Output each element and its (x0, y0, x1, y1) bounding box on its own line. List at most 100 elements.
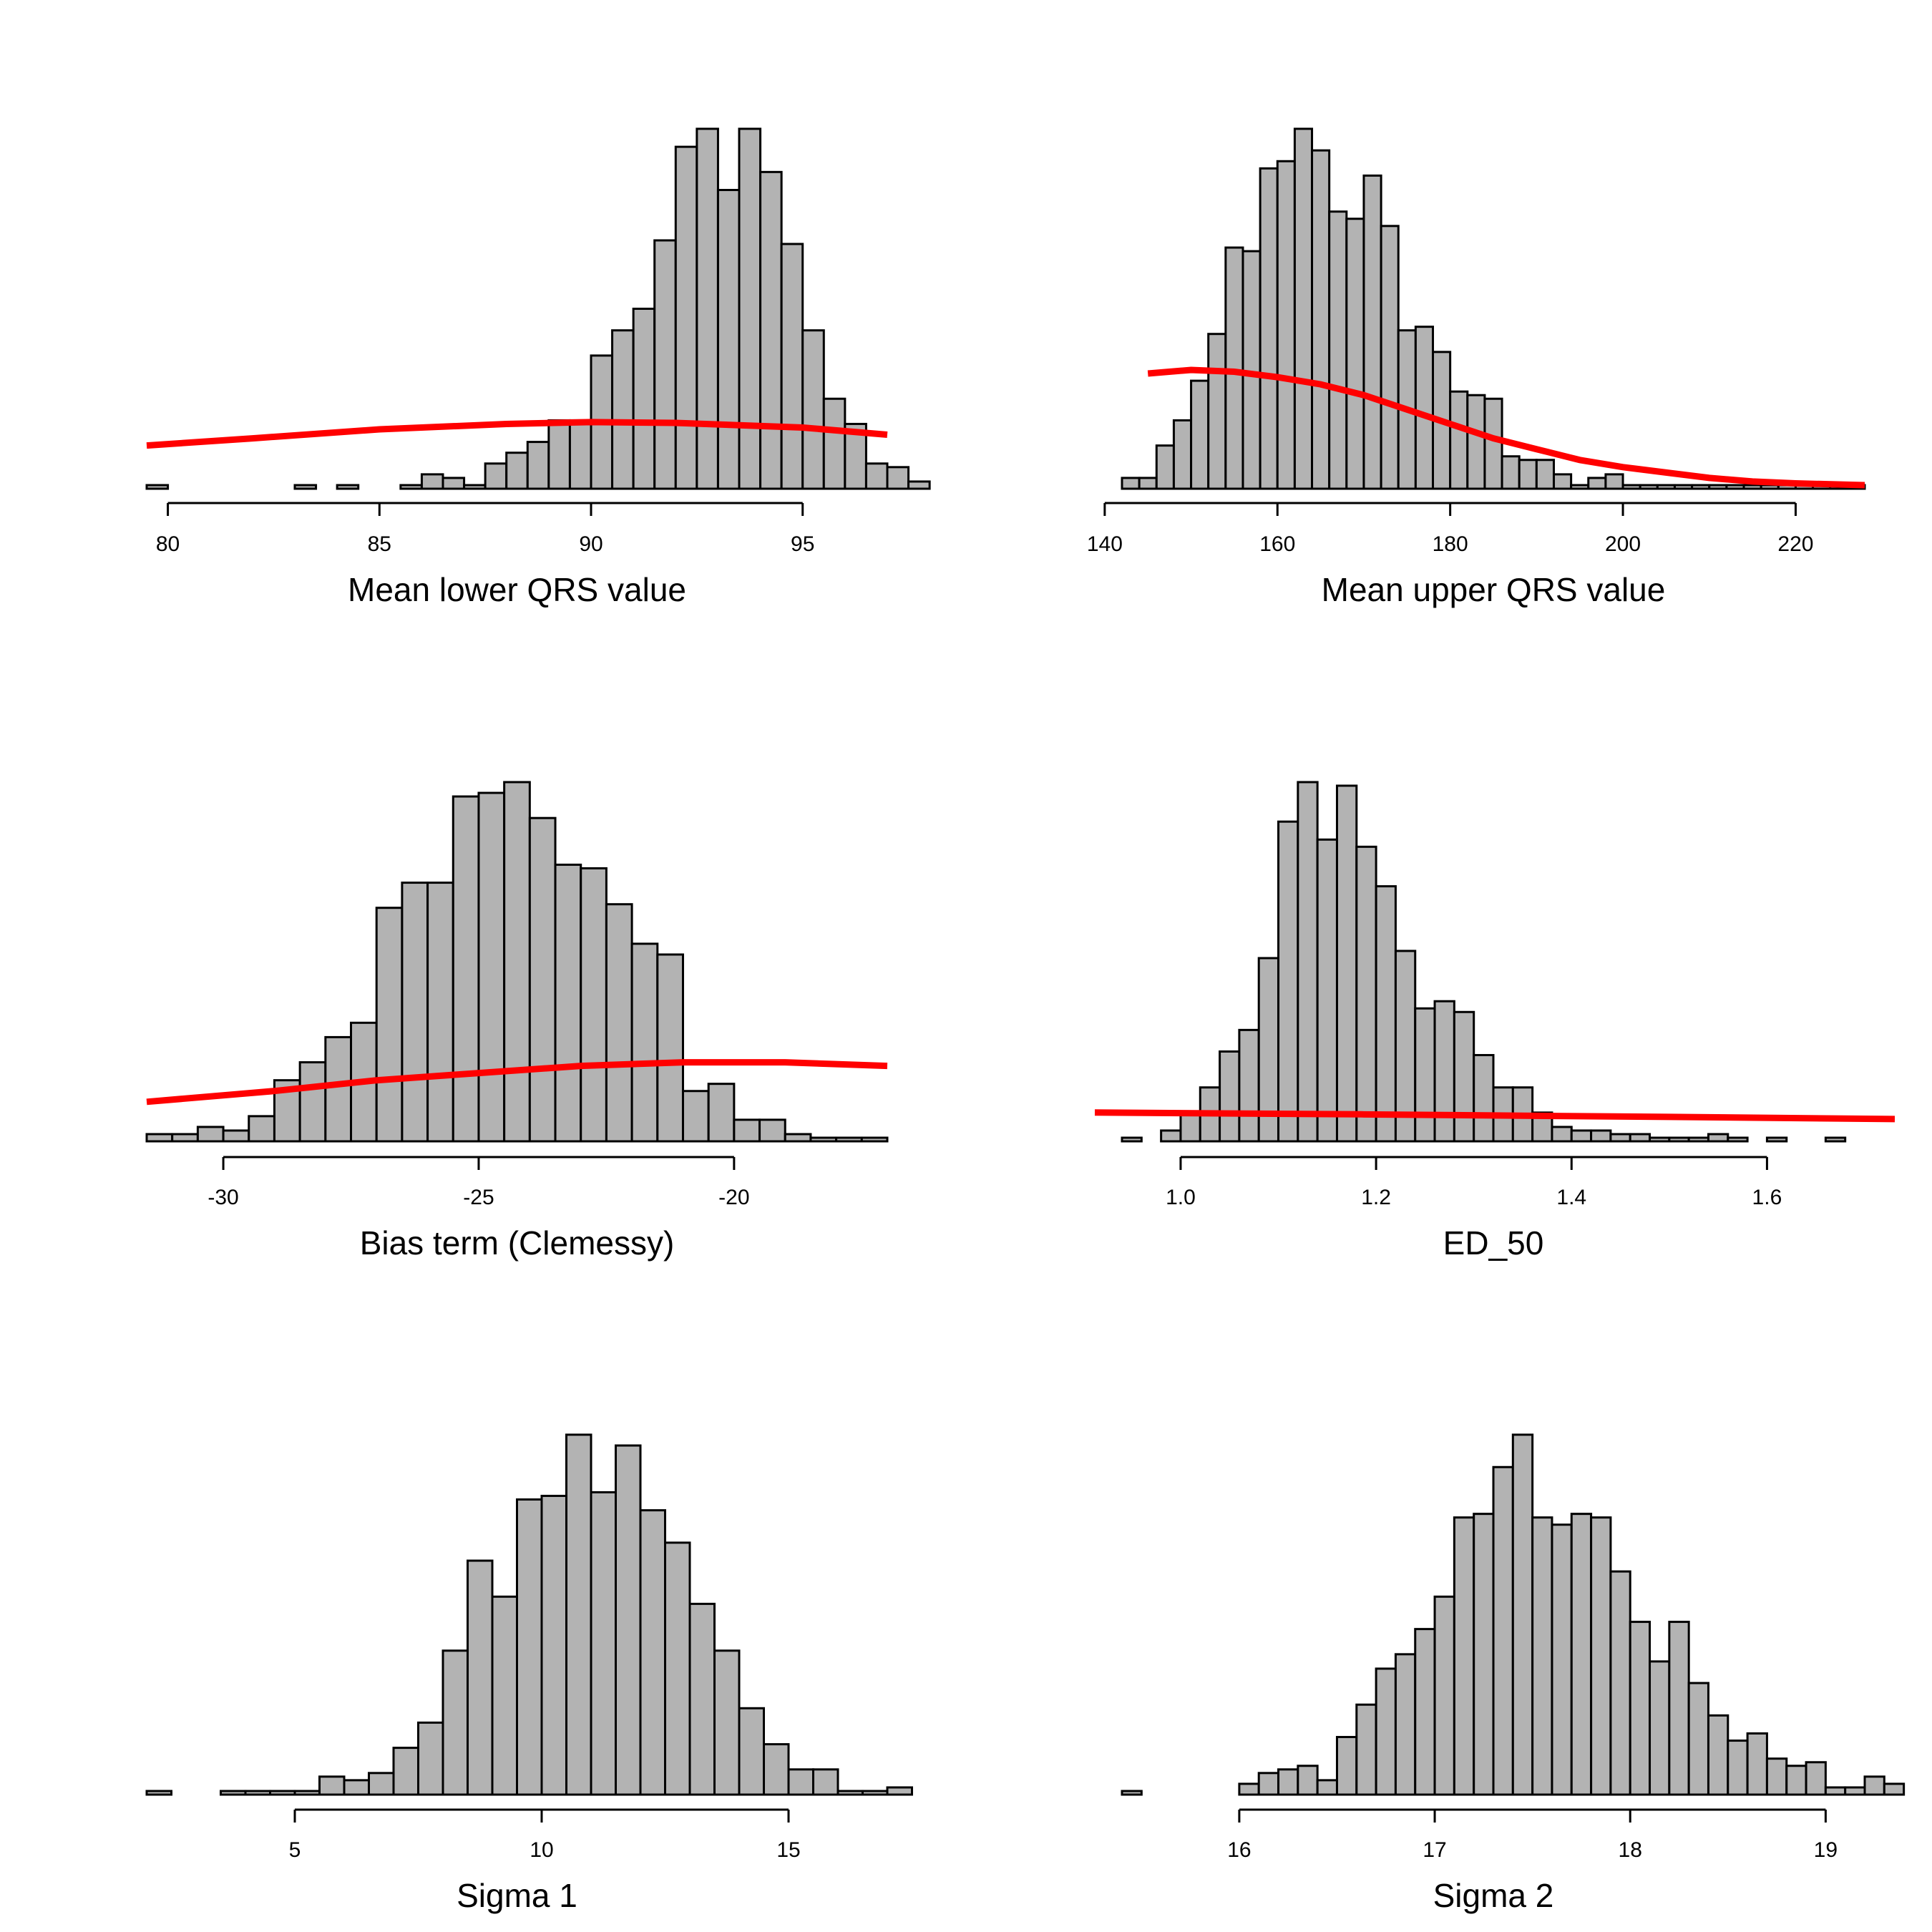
histogram-bar (375, 907, 404, 1143)
histogram-bar (1587, 477, 1607, 490)
histogram-bar (733, 1118, 761, 1143)
histogram-bar (505, 452, 529, 490)
histogram-bar (1639, 484, 1659, 490)
histogram-bar (1179, 1111, 1201, 1143)
histogram-bar (1668, 1621, 1690, 1796)
histogram-bar (401, 882, 429, 1143)
histogram-bar (1707, 1714, 1729, 1796)
x-tick-label: 220 (1777, 532, 1813, 556)
histogram-bar (441, 477, 466, 490)
histogram-bar (1138, 477, 1158, 490)
histogram-bar (343, 1779, 370, 1796)
histogram-bar (463, 484, 487, 490)
prior-density-curve (1094, 1109, 1896, 1123)
histogram-bar (1883, 1782, 1906, 1796)
histogram-bar (1453, 1010, 1475, 1143)
histogram-bar (1570, 1129, 1593, 1143)
histogram-bar (324, 1035, 353, 1143)
histogram-bar (716, 189, 741, 490)
histogram-bar (1725, 484, 1745, 490)
histogram-bar (1656, 484, 1676, 490)
x-tick-label: -25 (463, 1186, 494, 1209)
x-tick-label: 5 (289, 1838, 301, 1862)
x-tick-label: 1.4 (1556, 1186, 1586, 1209)
histogram-bar (1394, 950, 1417, 1143)
histogram-bar (1863, 1775, 1885, 1796)
histogram-bar (630, 942, 659, 1143)
histogram-bar (605, 903, 633, 1143)
histogram-bar (554, 863, 582, 1143)
histogram-bar (862, 1790, 889, 1796)
histogram-bar (1824, 1136, 1847, 1143)
histogram-bar (1414, 326, 1435, 490)
histogram-bar (759, 170, 783, 490)
histogram-bar (1609, 1570, 1631, 1796)
histogram-bar (477, 791, 506, 1143)
histogram-bar (526, 441, 550, 490)
histogram-bar (707, 1083, 736, 1143)
histogram-bar (1629, 1133, 1652, 1143)
x-tick-label: 1.2 (1361, 1186, 1391, 1209)
histogram-bar (1629, 1621, 1652, 1796)
histogram-bar (1355, 845, 1377, 1143)
x-tick-label: 17 (1423, 1838, 1446, 1862)
x-tick-label: 140 (1087, 532, 1123, 556)
prior-density-curve (1147, 366, 1865, 489)
histogram-bar (758, 1118, 786, 1143)
histogram-bar (738, 127, 762, 490)
x-axis-label: Sigma 1 (457, 1877, 577, 1914)
histogram-bar (1362, 174, 1382, 490)
histogram-bar (426, 882, 454, 1143)
histogram-bar (1570, 1513, 1593, 1796)
histogram-bar (1473, 1513, 1495, 1796)
x-tick-label: 180 (1433, 532, 1468, 556)
histogram-bar (1570, 484, 1590, 490)
histogram-bar (222, 1129, 250, 1143)
histogram-bar (565, 1433, 592, 1796)
histogram-bar (664, 1541, 691, 1796)
histogram-bar (417, 1721, 444, 1796)
x-tick-label: 200 (1605, 532, 1641, 556)
histogram-panel-6: 16 17 18 19 Sigma 2 (1121, 1433, 1906, 1914)
histogram-bar (1707, 1133, 1729, 1143)
histogram-bar (763, 1743, 790, 1796)
x-tick-label: 19 (1814, 1838, 1838, 1862)
histogram-bar (1380, 225, 1400, 490)
histogram-bar (1492, 1465, 1514, 1796)
histogram-bar (441, 1649, 469, 1796)
histogram-bar (1172, 419, 1193, 490)
histogram-bar (1259, 167, 1279, 490)
histogram-bar (580, 867, 608, 1143)
x-axis-label: Mean upper QRS value (1322, 571, 1666, 608)
histogram-bar (1765, 1757, 1788, 1796)
histogram-bar (822, 397, 847, 490)
histogram-bar (1805, 1761, 1827, 1796)
x-tick-label: -30 (208, 1186, 238, 1209)
histogram-bar (220, 1790, 247, 1796)
histogram-bar (1785, 1765, 1807, 1796)
histogram-bar (864, 462, 889, 490)
histogram-bar (1673, 484, 1694, 490)
x-axis-label: Mean lower QRS value (348, 571, 686, 608)
histogram-bar (801, 329, 825, 490)
histogram-bar (653, 239, 677, 490)
histogram-bar (1552, 473, 1573, 490)
histogram-bar (298, 1061, 327, 1143)
histogram-bar (1746, 1732, 1768, 1796)
histogram-bar (1160, 1129, 1182, 1143)
histogram-bar (1293, 127, 1314, 490)
histogram-bar (1297, 781, 1319, 1143)
x-tick-label: -20 (718, 1186, 749, 1209)
histogram-bar (1316, 1779, 1338, 1796)
histogram-bar (1687, 1136, 1709, 1143)
x-tick-label: 95 (791, 532, 814, 556)
histogram-bar (1121, 1136, 1143, 1143)
x-tick-label: 15 (776, 1838, 800, 1862)
x-tick-label: 90 (579, 532, 602, 556)
histogram-bar (1394, 1653, 1417, 1796)
histogram-bar (368, 1772, 395, 1796)
histogram-bar (248, 1115, 275, 1143)
histogram-bar (171, 1133, 199, 1143)
histogram-bar (1844, 1786, 1866, 1796)
